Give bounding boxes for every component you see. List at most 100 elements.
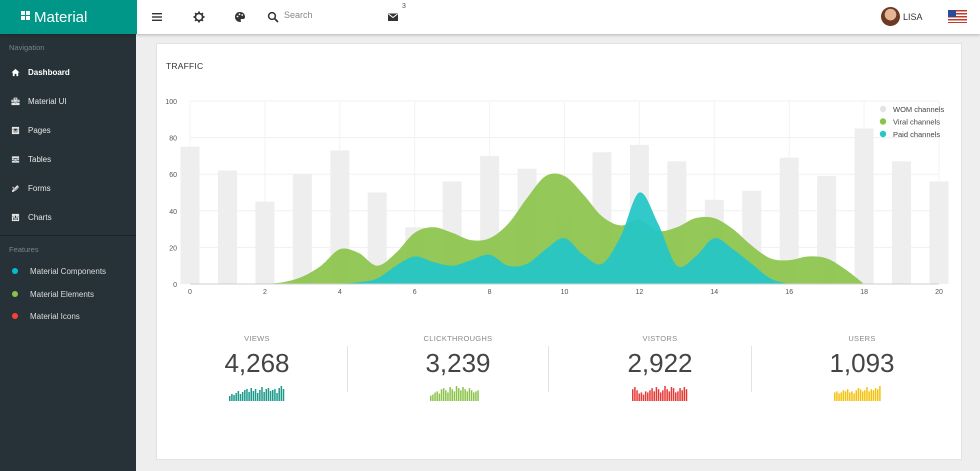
sparkline-bar <box>864 390 866 401</box>
sidebar-item-material-elements[interactable]: Material Elements <box>0 284 136 304</box>
legend-label: Paid channels <box>893 130 940 139</box>
sparkline-bar <box>440 389 443 401</box>
sparkline-bar <box>269 391 272 401</box>
cyan-dot-icon <box>12 268 18 274</box>
sidebar-item-tables[interactable]: Tables <box>0 146 136 172</box>
red-dot-icon <box>12 313 18 319</box>
stat-label: CLICKTHROUGHS <box>423 334 493 343</box>
clickthroughs-sparkline <box>430 386 479 401</box>
stat-divider <box>548 346 549 392</box>
users-sparkline <box>834 386 881 401</box>
sparkline-bar <box>233 395 235 401</box>
sparkline-bar <box>282 389 285 401</box>
sparkline-bar <box>438 393 441 401</box>
sparkline-bar <box>442 388 445 401</box>
sparkline-bar <box>670 387 673 401</box>
sparkline-bar <box>235 393 237 401</box>
x-tick-label: 4 <box>338 289 342 296</box>
sparkline-bar <box>457 388 460 401</box>
sparkline-bar <box>470 390 473 401</box>
sparkline-bar <box>672 388 675 401</box>
sparkline-bar <box>653 391 655 401</box>
sidebar-item-material-ui[interactable]: Material UI <box>0 88 136 114</box>
views-sparkline <box>229 386 285 401</box>
sidebar-item-pages[interactable]: Pages <box>0 117 136 143</box>
sidebar-item-label: Material Elements <box>30 289 95 299</box>
sparkline-bar <box>861 391 864 401</box>
sidebar-item-label: Material Components <box>30 266 107 276</box>
sparkline-bar <box>853 393 855 401</box>
sidebar-item-label: Pages <box>28 125 51 135</box>
sparkline-bar <box>276 393 278 401</box>
sidebar-item-dashboard[interactable]: Dashboard <box>0 59 136 85</box>
sparkline-bar <box>432 394 434 401</box>
sidebar-item-material-components[interactable]: Material Components <box>0 261 136 281</box>
sidebar-item-material-icons[interactable]: Material Icons <box>0 306 136 326</box>
mail-count-badge: 3 <box>402 3 406 10</box>
sparkline-bar <box>455 386 458 401</box>
sparkline-bar <box>254 389 257 401</box>
sparkline-bar <box>248 392 250 401</box>
us-flag-icon[interactable] <box>948 10 967 23</box>
y-tick-label: 60 <box>169 172 177 179</box>
sparkline-bar <box>477 390 479 401</box>
sparkline-bar <box>272 390 274 401</box>
gear-icon[interactable] <box>191 9 207 25</box>
user-menu[interactable]: LISA <box>881 7 923 26</box>
avatar <box>881 7 900 26</box>
bar <box>779 157 799 284</box>
sparkline-bar <box>261 387 263 401</box>
sparkline-bar <box>430 395 432 401</box>
stat-views: VIEWS 4,268 <box>167 334 347 401</box>
sparkline-bar <box>844 391 847 401</box>
sparkline-bar <box>265 389 268 401</box>
sparkline-bar <box>679 388 681 401</box>
sparkline-bar <box>842 390 845 401</box>
pencil-icon <box>11 184 19 192</box>
sparkline-bar <box>453 391 456 401</box>
sparkline-bar <box>473 392 475 401</box>
stat-label: VISTORS <box>642 334 678 343</box>
mail-icon[interactable] <box>385 9 401 25</box>
green-dot-icon <box>12 291 18 297</box>
sparkline-bar <box>846 389 849 401</box>
sidebar-item-charts[interactable]: Charts <box>0 204 136 230</box>
sparkline-bar <box>475 391 477 401</box>
sidebar-item-label: Material UI <box>28 96 67 106</box>
sparkline-bar <box>649 390 651 401</box>
search-input[interactable]: Search <box>284 10 313 20</box>
sparkline-bar <box>280 386 283 401</box>
sparkline-bar <box>838 393 840 401</box>
palette-icon[interactable] <box>232 9 248 25</box>
y-tick-label: 40 <box>169 209 177 216</box>
sparkline-bar <box>642 394 645 401</box>
pages-icon <box>11 126 20 134</box>
sparkline-bar <box>256 393 259 401</box>
sidebar-item-forms[interactable]: Forms <box>0 175 136 201</box>
chevron-down-icon <box>11 157 20 163</box>
sparkline-bar <box>638 393 640 401</box>
sparkline-bar <box>434 392 436 401</box>
y-tick-label: 20 <box>169 245 177 252</box>
brand-name: Material <box>34 8 88 26</box>
sidebar-item-label: Material Icons <box>30 311 80 321</box>
sparkline-bar <box>685 389 688 401</box>
y-tick-label: 0 <box>173 282 177 289</box>
x-tick-label: 12 <box>636 289 644 296</box>
traffic-title: TRAFFIC <box>166 61 204 71</box>
menu-icon[interactable] <box>149 9 165 25</box>
sparkline-bar <box>636 390 638 401</box>
legend-swatch <box>879 105 887 113</box>
legend-label: WOM channels <box>893 105 945 114</box>
stat-value: 4,268 <box>224 348 290 378</box>
sparkline-bar <box>868 391 870 401</box>
search-icon[interactable] <box>265 9 281 25</box>
traffic-chart: 0 20 40 60 80 100 0 2 4 6 8 10 12 14 16 18 20 WOM channel… <box>165 99 949 296</box>
briefcase-icon <box>11 97 20 105</box>
sparkline-bar <box>681 390 683 401</box>
sparkline-bar <box>870 389 873 401</box>
brand-logo[interactable]: Material <box>0 0 137 34</box>
stat-users: USERS 1,093 <box>772 334 952 401</box>
sparkline-bar <box>664 386 666 401</box>
sidebar-item-label: Forms <box>28 183 51 193</box>
